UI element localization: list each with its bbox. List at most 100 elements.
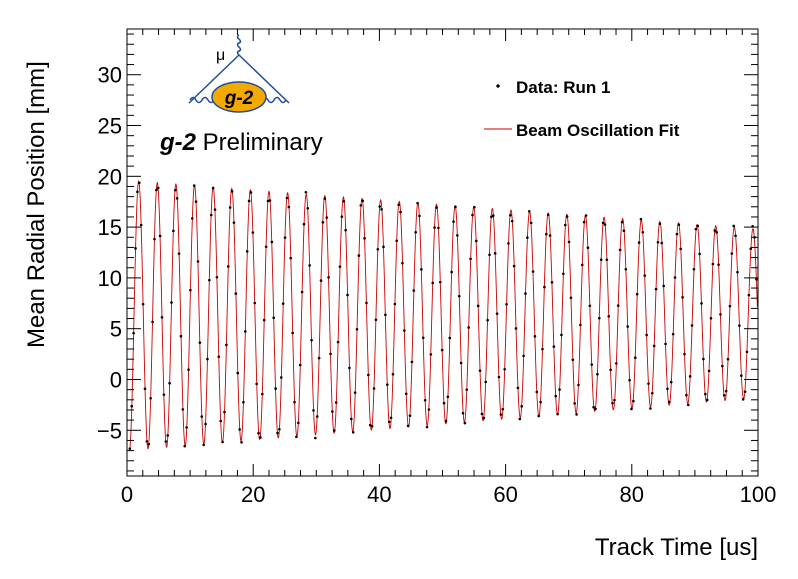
data-point <box>713 229 717 232</box>
data-point <box>586 246 590 250</box>
data-point <box>412 289 416 292</box>
data-point <box>473 205 476 209</box>
data-point <box>550 281 554 284</box>
data-point <box>480 412 484 416</box>
data-point <box>438 280 442 284</box>
axis-layer: 0 20 40 60 80 100 −5 0 5 10 15 20 25 30 <box>97 29 776 507</box>
data-point <box>298 363 302 367</box>
data-point <box>346 293 349 297</box>
data-point <box>425 425 429 429</box>
x-tick-label: 40 <box>367 482 391 507</box>
data-point <box>348 366 351 370</box>
data-point <box>238 428 241 431</box>
data-point <box>622 229 626 233</box>
data-point <box>531 270 535 273</box>
data-point <box>355 327 359 331</box>
data-point <box>257 431 260 435</box>
data-point <box>726 357 730 361</box>
data-point <box>736 270 739 274</box>
data-point <box>734 234 737 238</box>
data-point <box>297 421 300 425</box>
data-point <box>554 394 558 398</box>
data-point <box>132 331 135 335</box>
data-point <box>202 443 205 447</box>
data-point <box>556 412 559 416</box>
data-point <box>660 241 664 245</box>
data-point <box>418 214 421 218</box>
data-point <box>166 434 169 437</box>
data-point <box>204 422 207 426</box>
data-point <box>230 190 234 193</box>
data-point <box>244 330 247 333</box>
data-point <box>363 237 366 240</box>
data-point <box>654 287 658 291</box>
data-point <box>406 424 410 428</box>
data-point <box>615 362 618 365</box>
data-point <box>153 237 156 241</box>
data-point <box>200 415 204 418</box>
data-point <box>249 191 253 194</box>
data-point <box>679 247 682 251</box>
legend: Data: Run 1 Beam Oscillation Fit <box>484 78 680 140</box>
logo-wavy-top <box>236 34 242 56</box>
data-point <box>240 441 243 444</box>
y-tick-label: 0 <box>110 367 122 392</box>
data-point <box>361 199 364 203</box>
data-point <box>694 227 698 231</box>
data-point <box>448 336 452 340</box>
data-point <box>484 380 488 384</box>
data-point <box>253 301 257 305</box>
legend-data-marker <box>496 84 500 88</box>
data-point <box>599 258 603 262</box>
data-point <box>283 236 287 239</box>
data-point <box>605 258 609 262</box>
data-point <box>575 413 578 416</box>
data-points-layer <box>128 181 758 450</box>
data-point <box>546 213 550 217</box>
data-point <box>423 398 427 402</box>
data-point <box>327 276 330 279</box>
data-point <box>482 416 486 420</box>
data-point <box>332 429 336 432</box>
data-point <box>499 413 503 416</box>
data-point <box>196 260 200 263</box>
data-point <box>590 363 594 366</box>
data-point <box>520 405 523 408</box>
data-point <box>518 417 522 421</box>
data-point <box>187 368 190 371</box>
data-point <box>490 215 493 219</box>
legend-fit-label: Beam Oscillation Fit <box>516 121 680 140</box>
data-point <box>603 223 607 226</box>
data-point <box>738 324 741 327</box>
data-point <box>338 265 342 268</box>
preliminary-rest: Preliminary <box>196 129 323 156</box>
data-point <box>616 304 620 307</box>
data-point <box>353 391 357 394</box>
data-point <box>177 252 181 255</box>
data-point <box>136 190 139 194</box>
data-point <box>669 380 673 384</box>
data-point <box>702 357 705 361</box>
data-point <box>620 220 624 224</box>
data-point <box>374 318 378 322</box>
data-point <box>588 304 592 308</box>
data-point <box>435 206 438 209</box>
data-point <box>134 247 137 250</box>
data-point <box>416 201 419 205</box>
data-point <box>711 262 715 266</box>
data-point <box>545 232 548 236</box>
data-point <box>567 240 571 244</box>
x-tick-label: 0 <box>121 482 133 507</box>
data-point <box>323 197 327 200</box>
data-point <box>715 231 718 234</box>
data-point <box>175 197 179 200</box>
data-point <box>529 221 533 225</box>
data-point <box>251 231 255 234</box>
y-tick-label: −5 <box>97 418 122 443</box>
data-point <box>454 205 457 209</box>
data-point <box>336 340 340 344</box>
data-point <box>690 324 694 327</box>
data-point <box>478 369 482 372</box>
data-point <box>613 398 616 402</box>
data-point <box>189 288 192 292</box>
